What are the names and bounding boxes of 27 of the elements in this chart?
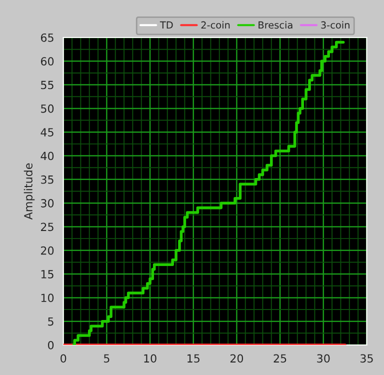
legend-label: Brescia	[258, 21, 292, 29]
x-tick-label: 35	[360, 354, 373, 363]
y-tick-label: 65	[40, 33, 54, 42]
y-tick-label: 30	[41, 199, 54, 208]
y-tick-label: 15	[41, 270, 54, 278]
y-tick-label: 55	[41, 80, 54, 90]
y-tick-label: 20	[41, 246, 54, 255]
x-tick-label: 20	[230, 354, 244, 363]
x-tick-label: 5	[104, 354, 110, 363]
legend-label: 3-coin	[321, 21, 350, 29]
y-tick-label: 45	[40, 128, 54, 136]
y-tick-label: 50	[41, 104, 54, 113]
y-tick-label: 60	[40, 57, 54, 66]
y-tick-label: 5	[48, 317, 54, 326]
x-tick-label: 25	[274, 354, 286, 363]
legend-label: TD	[160, 21, 173, 29]
x-tick-label: 15	[188, 354, 200, 363]
x-tick-label: 10	[144, 354, 156, 363]
y-tick-label: 40	[40, 152, 54, 160]
x-tick-label: 30	[317, 354, 330, 363]
y-tick-label: 35	[41, 175, 54, 184]
y-tick-label: 0	[48, 340, 54, 350]
y-tick-label: 25	[41, 222, 54, 232]
y-axis-title: Amplitude	[24, 163, 35, 220]
x-tick-label: 0	[60, 354, 66, 363]
y-tick-label: 10	[41, 294, 54, 302]
legend-label: 2-coin	[201, 21, 230, 29]
